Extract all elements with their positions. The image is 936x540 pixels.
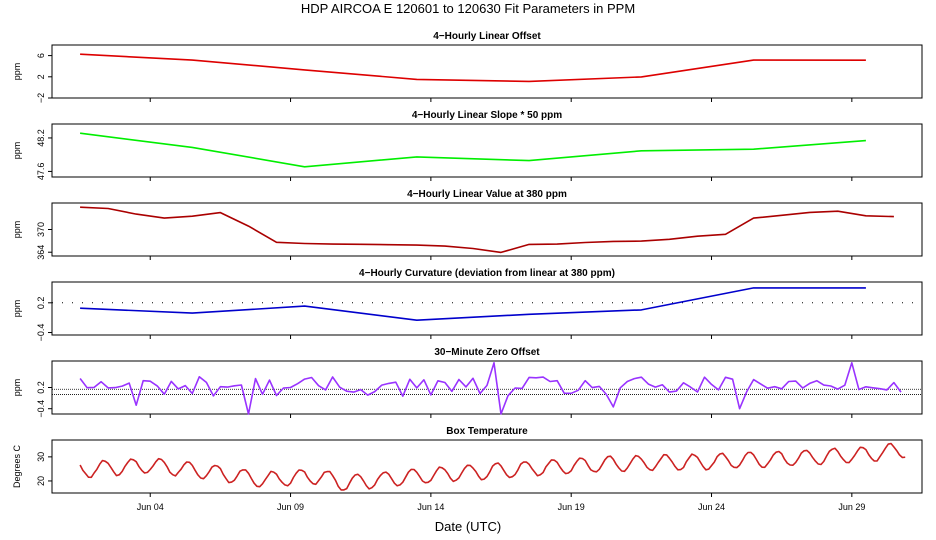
y-axis-label-linear-slope: ppm (12, 142, 22, 160)
y-tick-label-linear-slope: 47.6 (36, 163, 46, 181)
series-line-box-temperature (79, 442, 906, 491)
x-tick-label: Jun 04 (137, 502, 164, 512)
series-line-linear-slope (79, 132, 866, 168)
x-tick-label: Jun 29 (838, 502, 865, 512)
x-tick-label: Jun 09 (277, 502, 304, 512)
y-axis-label-zero-offset: ppm (12, 379, 22, 397)
panel-frame-linear-slope (51, 123, 923, 178)
y-axis-label-curvature: ppm (12, 300, 22, 318)
y-tick-label-linear-value: 364 (36, 245, 46, 260)
y-tick-label-zero-offset: 0.2 (36, 381, 46, 394)
y-tick-label-box-temperature: 30 (36, 452, 46, 462)
y-tick-label-linear-offset: 6 (36, 53, 46, 58)
panel-frame-box-temperature (51, 439, 923, 494)
panel-curvature: 4−Hourly Curvature (deviation from linea… (12, 268, 923, 342)
panel-zero-offset: 30−Minute Zero Offset −0.4 0.2 ppm (12, 347, 923, 418)
panel-title-zero-offset: 30−Minute Zero Offset (434, 347, 540, 358)
y-axis-label-box-temperature: Degrees C (12, 444, 22, 488)
x-tick-label: Jun 19 (558, 502, 585, 512)
series-line-zero-offset (79, 362, 902, 415)
y-tick-label-curvature: 0.2 (36, 297, 46, 310)
panel-title-linear-value: 4−Hourly Linear Value at 380 ppm (407, 189, 567, 200)
y-tick-label-linear-offset: 2 (36, 74, 46, 79)
panel-linear-slope: 4−Hourly Linear Slope * 50 ppm 47.6 48.2 pp… (12, 110, 923, 181)
main-title: HDP AIRCOA E 120601 to 120630 Fit Parame… (301, 1, 635, 16)
y-axis-label-linear-value: ppm (12, 221, 22, 239)
series-line-curvature (80, 287, 866, 321)
panel-frame-linear-value (51, 202, 923, 257)
x-axis-label: Date (UTC) (435, 519, 501, 534)
x-tick-label: Jun 24 (698, 502, 725, 512)
panel-title-linear-slope: 4−Hourly Linear Slope * 50 ppm (412, 110, 562, 121)
y-tick-label-box-temperature: 20 (36, 476, 46, 486)
panel-frame-linear-offset (51, 44, 923, 99)
y-axis-label-linear-offset: ppm (12, 63, 22, 81)
y-tick-label-curvature: −0.4 (36, 324, 46, 342)
panel-linear-value: 4−Hourly Linear Value at 380 ppm 364 370 pp… (12, 189, 923, 260)
panel-linear-offset: 4−Hourly Linear Offset −2 2 6 ppm (12, 31, 923, 103)
y-tick-label-linear-offset: −2 (36, 93, 46, 103)
panel-frame-curvature (51, 281, 923, 336)
x-tick-label: Jun 14 (417, 502, 444, 512)
panel-title-box-temperature: Box Temperature (446, 426, 528, 437)
panel-title-curvature: 4−Hourly Curvature (deviation from linea… (359, 268, 615, 279)
panel-title-linear-offset: 4−Hourly Linear Offset (433, 31, 541, 42)
series-line-linear-offset (80, 53, 866, 83)
y-tick-label-linear-value: 370 (36, 222, 46, 237)
y-tick-label-linear-slope: 48.2 (36, 129, 46, 147)
panel-box-temperature: Box Temperature 20 30 Degrees C (12, 426, 923, 497)
series-line-linear-value (80, 206, 894, 254)
y-tick-label-zero-offset: −0.4 (36, 400, 46, 418)
